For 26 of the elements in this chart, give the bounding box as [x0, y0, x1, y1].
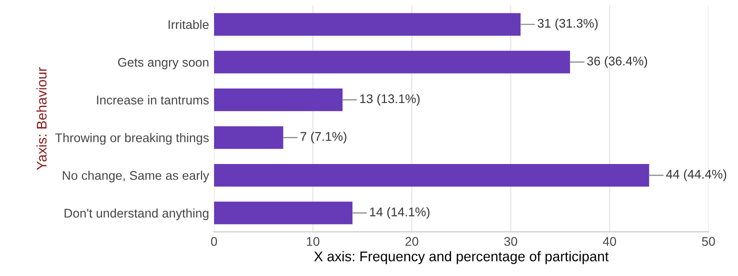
bar — [214, 164, 650, 187]
bar — [214, 88, 343, 112]
x-axis-title: X axis: Frequency and percentage of participant — [314, 251, 609, 264]
y-axis-title: Yaxis: Behaviour — [36, 67, 47, 170]
data-label: 7 (7.1%) — [300, 132, 346, 144]
bar — [214, 126, 284, 149]
y-tick-label: Don't understand anything — [64, 208, 208, 220]
bar — [214, 50, 570, 74]
data-label: 44 (44.4%) — [666, 169, 726, 182]
x-tick-label: 30 — [504, 237, 518, 246]
y-tick-label: No change, Same as early — [62, 170, 210, 182]
bar — [214, 13, 521, 36]
x-tick-label: 20 — [405, 237, 418, 246]
x-tick-label: 10 — [306, 237, 320, 246]
y-tick-label: Throwing or breaking things — [55, 133, 209, 145]
x-tick-label: 50 — [702, 237, 715, 246]
data-label: 13 (13.1%) — [360, 94, 420, 106]
y-tick-label: Increase in tantrums — [97, 95, 209, 104]
data-label: 14 (14.1%) — [370, 207, 430, 219]
bar — [214, 202, 352, 224]
x-tick-label: 0 — [211, 237, 218, 246]
x-tick-label: 40 — [602, 237, 616, 246]
data-label: 31 (31.3%) — [538, 18, 598, 30]
y-tick-label: Irritable — [168, 20, 209, 30]
data-label: 36 (36.4%) — [587, 56, 648, 68]
y-tick-label: Gets angry soon — [118, 58, 208, 70]
